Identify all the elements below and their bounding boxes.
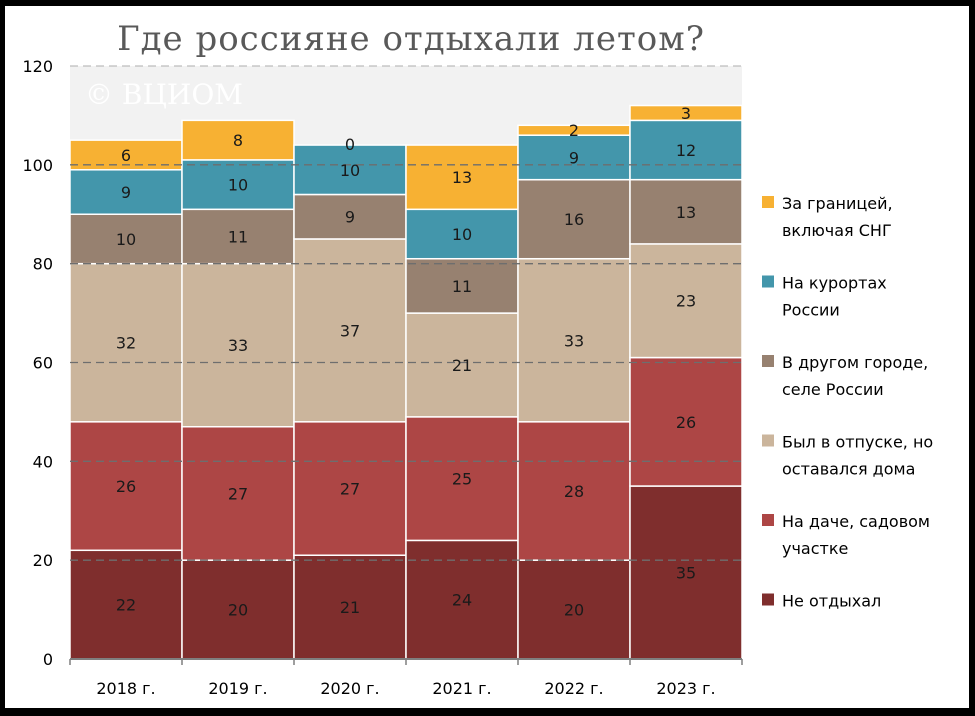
data-label: 24 <box>452 591 472 610</box>
data-label: 27 <box>340 480 360 499</box>
legend-label: России <box>782 301 840 320</box>
bar-segment <box>629 356 743 487</box>
bar-segment <box>405 416 519 542</box>
x-tick-label: 2020 г. <box>320 679 379 698</box>
bar-segment <box>629 178 743 245</box>
y-tick-label: 40 <box>33 452 53 471</box>
data-label: 0 <box>345 135 355 154</box>
data-label: 8 <box>233 131 243 150</box>
data-label: 32 <box>116 334 136 353</box>
bar-segment <box>517 559 631 660</box>
legend-label: участке <box>782 539 848 558</box>
data-label: 33 <box>228 336 248 355</box>
legend-label: В другом городе, <box>782 353 928 372</box>
bar-segment <box>181 159 295 211</box>
legend: За границей, включая СНГ На курортах России… <box>762 194 933 611</box>
y-tick-label: 20 <box>33 551 53 570</box>
data-label: 12 <box>676 141 696 160</box>
data-label: 10 <box>340 161 360 180</box>
legend-swatch <box>762 275 774 288</box>
data-labels: 2226321096202733111082127379100242521111… <box>116 104 696 620</box>
bar-segment <box>629 485 743 660</box>
legend-label: За границей, <box>782 194 893 213</box>
legend-label: селе России <box>782 380 884 399</box>
bar-segment <box>293 554 407 660</box>
data-label: 9 <box>345 208 355 227</box>
legend-label: На курортах <box>782 274 887 293</box>
bar-segment <box>405 208 519 260</box>
data-label: 11 <box>452 277 472 296</box>
bar-segment <box>293 238 407 423</box>
x-tick-label: 2018 г. <box>96 679 155 698</box>
data-label: 37 <box>340 321 360 340</box>
data-label: 26 <box>116 477 136 496</box>
data-label: 3 <box>681 104 691 123</box>
data-label: 33 <box>564 331 584 350</box>
bar-segment <box>181 262 295 428</box>
data-label: 20 <box>228 601 248 620</box>
data-label: 21 <box>340 598 360 617</box>
chart-title: Где россияне отдыхали летом? <box>117 19 705 59</box>
data-label: 25 <box>452 470 472 489</box>
bar-segment <box>405 144 519 211</box>
data-label: 10 <box>228 176 248 195</box>
data-label: 35 <box>676 564 696 583</box>
data-label: 16 <box>564 210 584 229</box>
bar-segment <box>181 119 295 161</box>
y-tick-label: 100 <box>22 156 53 175</box>
bar-segment <box>405 312 519 418</box>
bar-segment <box>69 169 183 215</box>
data-label: 2 <box>569 121 579 140</box>
data-label: 28 <box>564 482 584 501</box>
data-label: 6 <box>121 146 131 165</box>
legend-swatch <box>762 196 774 208</box>
legend-swatch <box>762 514 774 526</box>
legend-label: Не отдыхал <box>782 592 881 611</box>
y-tick-label: 60 <box>33 354 53 373</box>
legend-label: включая СНГ <box>782 221 892 240</box>
data-label: 11 <box>228 227 248 246</box>
bar-segment <box>517 421 631 561</box>
x-tick-label: 2021 г. <box>432 679 491 698</box>
bar-segment <box>69 262 183 423</box>
legend-swatch <box>762 593 774 606</box>
stacked-bar-chart: 2226321096202733111082127379100242521111… <box>22 19 933 698</box>
data-label: 10 <box>116 230 136 249</box>
y-tick-label: 80 <box>33 255 53 274</box>
gridlines <box>70 65 742 561</box>
bars-layer <box>69 104 743 660</box>
x-tick-label: 2023 г. <box>656 679 715 698</box>
bar-segment <box>293 144 407 196</box>
legend-label: На даче, садовом <box>782 512 930 531</box>
data-label: 23 <box>676 292 696 311</box>
data-label: 21 <box>452 356 472 375</box>
legend-label: Был в отпуске, но <box>782 433 933 452</box>
legend-swatch <box>762 434 774 447</box>
y-tick-label: 120 <box>22 57 53 76</box>
bar-segment <box>293 193 407 240</box>
legend-label: оставался дома <box>782 460 915 479</box>
bar-segment <box>293 421 407 556</box>
bar-segment <box>181 425 295 561</box>
legend-swatch <box>762 355 774 367</box>
x-tick-label: 2019 г. <box>208 679 267 698</box>
bar-segment <box>517 257 631 423</box>
data-label: 26 <box>676 413 696 432</box>
y-tick-label: 0 <box>43 650 53 669</box>
bar-segment <box>69 549 183 660</box>
data-label: 13 <box>676 203 696 222</box>
chart-frame: 22 26 32 10 9 6 20 27 33 11 10 8 21 27 37 9 10 0 24 25 21 11 1… <box>5 6 969 708</box>
watermark: © ВЦИОМ <box>85 78 243 111</box>
data-label: 22 <box>116 596 136 615</box>
bar-segment <box>181 559 295 660</box>
data-label: 27 <box>228 484 248 503</box>
data-label: 9 <box>569 148 579 167</box>
data-label: 9 <box>121 183 131 202</box>
data-label: 10 <box>452 225 472 244</box>
data-label: 20 <box>564 601 584 620</box>
bar-segment <box>629 104 743 122</box>
data-label: 13 <box>452 168 472 187</box>
x-tick-label: 2022 г. <box>544 679 603 698</box>
